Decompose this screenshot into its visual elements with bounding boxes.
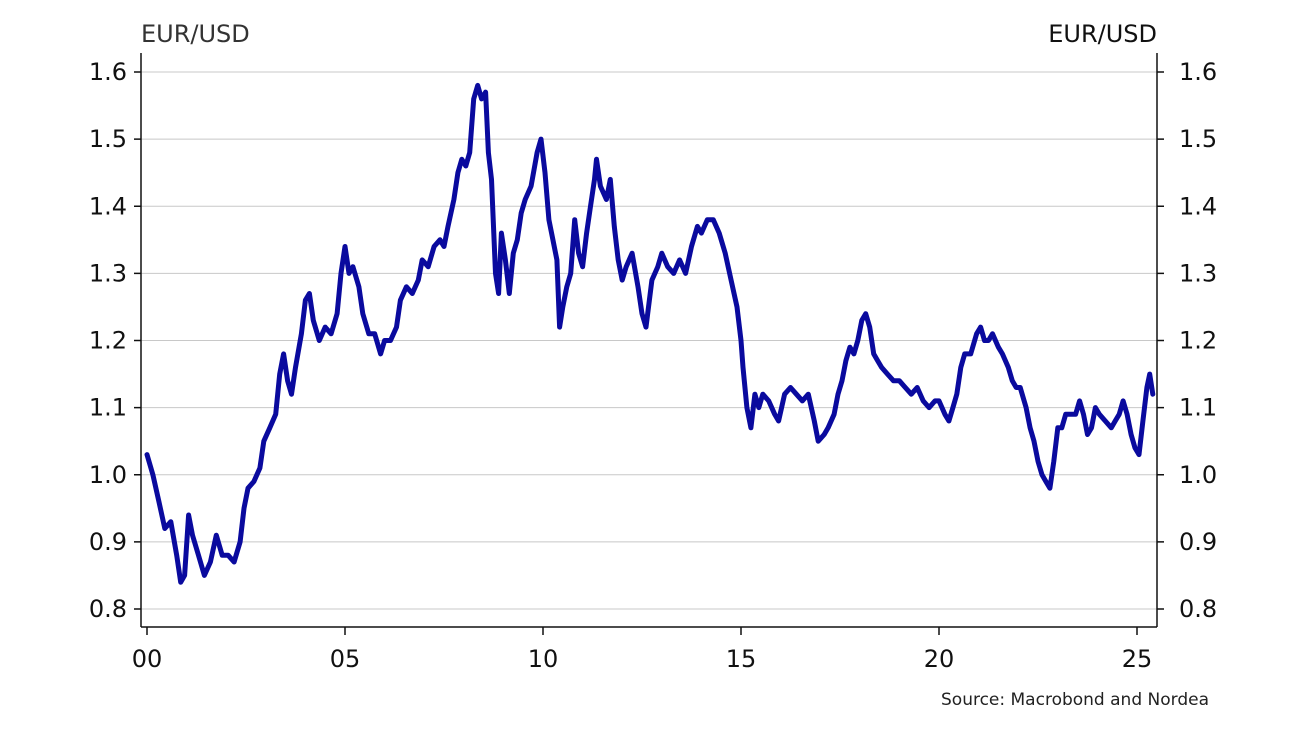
y-tick-label-left: 1.4 bbox=[89, 192, 127, 220]
y-tick-label-left: 0.9 bbox=[89, 528, 127, 556]
y-tick-label-left: 1.1 bbox=[89, 394, 127, 422]
y-tick-label-right: 0.9 bbox=[1179, 528, 1217, 556]
x-tick-label: 25 bbox=[1122, 645, 1153, 673]
source-note: Source: Macrobond and Nordea bbox=[941, 690, 1209, 710]
y-tick-label-right: 1.2 bbox=[1179, 327, 1217, 355]
y-tick-label-right: 1.3 bbox=[1179, 259, 1217, 287]
x-tick-label: 20 bbox=[924, 645, 955, 673]
eurusd-series-line bbox=[144, 82, 1156, 585]
x-tick-label: 10 bbox=[528, 645, 559, 673]
x-tick-label: 00 bbox=[132, 645, 163, 673]
y-tick-label-left: 1.3 bbox=[89, 259, 127, 287]
y-tick-label-right: 1.0 bbox=[1179, 461, 1217, 489]
x-tick-label: 05 bbox=[330, 645, 361, 673]
right-axis-title: EUR/USD bbox=[1048, 20, 1157, 48]
y-tick-label-right: 1.6 bbox=[1179, 58, 1217, 86]
y-tick-label-left: 1.6 bbox=[89, 58, 127, 86]
y-tick-label-left: 1.2 bbox=[89, 327, 127, 355]
y-tick-label-left: 1.0 bbox=[89, 461, 127, 489]
left-axis-title: EUR/USD bbox=[141, 20, 250, 48]
y-tick-label-right: 1.1 bbox=[1179, 394, 1217, 422]
y-tick-label-left: 1.5 bbox=[89, 125, 127, 153]
y-tick-label-right: 1.5 bbox=[1179, 125, 1217, 153]
gridlines bbox=[141, 71, 1157, 610]
y-tick-label-left: 0.8 bbox=[89, 595, 127, 623]
x-tick-label: 15 bbox=[726, 645, 757, 673]
y-tick-label-right: 0.8 bbox=[1179, 595, 1217, 623]
y-tick-label-right: 1.4 bbox=[1179, 192, 1217, 220]
